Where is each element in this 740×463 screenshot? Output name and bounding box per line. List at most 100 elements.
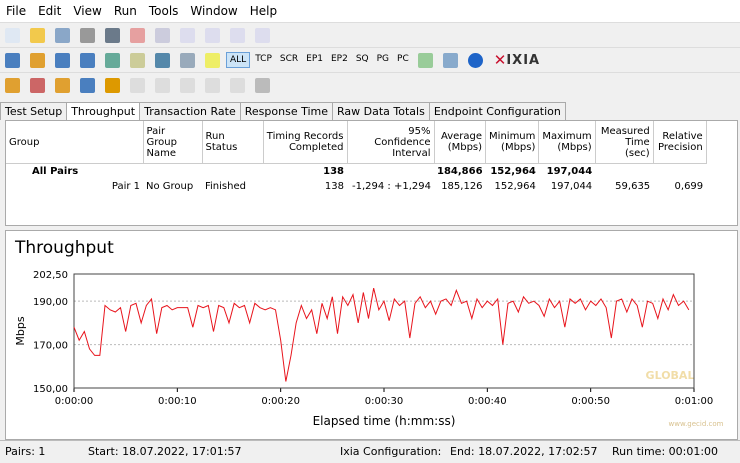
table-cell: 197,044 [546,166,593,177]
menu-item[interactable]: Window [190,4,238,18]
column-header[interactable]: Relative Precision [653,121,707,164]
menu-item[interactable]: Edit [38,4,62,18]
toolbar-1 [0,22,740,47]
icon-x[interactable] [180,52,195,68]
icon-q[interactable] [230,77,245,93]
menu-item[interactable]: Run [113,4,137,18]
icon-print[interactable] [80,27,95,43]
table-cell: 152,964 [494,181,536,192]
icon-e[interactable] [255,27,270,43]
icon-open[interactable] [30,27,45,43]
table-cell: 184,866 [437,166,483,177]
chart-title: Throughput [14,238,114,258]
column-header[interactable]: Minimum (Mbps) [485,121,540,164]
filter-button[interactable]: EP1 [306,54,323,64]
table-cell [202,164,263,180]
table-cell [653,164,706,180]
menu-item[interactable]: File [6,4,27,18]
icon-j[interactable] [55,77,70,93]
column-header[interactable]: Average (Mbps) [434,121,487,164]
icon-d[interactable] [230,27,245,43]
icon-new[interactable] [5,27,20,43]
icon-cfg[interactable] [155,52,170,68]
column-header[interactable]: Measured Time (sec) [595,121,654,164]
data-line [73,287,690,382]
column-header[interactable]: Pair Group Name [143,121,203,164]
filter-button[interactable]: SQ [355,54,369,64]
table-cell: Pair 1 [111,181,140,192]
filter-button[interactable]: EP2 [330,54,348,64]
menu-item[interactable]: Help [249,4,278,18]
icon-l[interactable] [105,77,120,93]
icon-a[interactable] [155,27,170,43]
status-field: Ixia Configuration: [340,445,442,458]
filter-button[interactable]: TCP [255,54,272,64]
icon-h[interactable] [5,77,20,93]
icon-stop[interactable] [130,27,145,43]
icon-net[interactable] [80,52,95,68]
table-cell [143,164,202,180]
table-cell [347,164,434,180]
icon-video[interactable] [105,52,120,68]
column-header[interactable]: Group [6,121,144,164]
filter-button[interactable]: PC [397,54,409,64]
table-cell: 185,126 [441,181,483,192]
table-cell: All Pairs [32,166,79,177]
icon-i[interactable] [30,77,45,93]
status-field: Start: 18.07.2022, 17:01:57 [88,445,242,458]
icon-o[interactable] [180,77,195,93]
tab[interactable]: Test Setup [0,102,68,120]
icon-m[interactable] [130,77,145,93]
icon-edit[interactable] [130,52,145,68]
icon-run[interactable] [105,27,120,43]
table-cell: 138 [323,166,344,177]
icon-group[interactable] [30,52,45,68]
table-row[interactable]: Pair 1 No Group Finished 138 -1,294 : +1,294… [6,179,706,194]
table-cell: Finished [205,181,246,192]
filter-group: ALL TCP SCR EP1 EP2 SQ PG PC [225,52,413,68]
table-row[interactable]: All Pairs 138 184,866 152,964 197,044 [6,164,706,180]
filter-button[interactable]: PG [376,54,390,64]
icon-p[interactable] [205,77,220,93]
x-tick-label: 0:00:20 [261,396,300,407]
column-header[interactable]: 95% Confidence Interval [347,121,435,164]
icon-k[interactable] [80,77,95,93]
filter-button[interactable]: ALL [226,52,251,68]
x-tick-label: 0:00:00 [55,396,94,407]
icon-b[interactable] [180,27,195,43]
column-header[interactable]: Maximum (Mbps) [538,121,596,164]
menu-bar: File Edit View Run Tools Window Help [0,0,740,22]
table-cell: 152,964 [490,166,536,177]
column-header[interactable]: Timing Records Completed [263,121,348,164]
x-tick-label: 0:00:30 [365,396,404,407]
icon-n[interactable] [155,77,170,93]
menu-item[interactable]: Tools [148,4,179,18]
menu-item[interactable]: View [73,4,102,18]
x-tick-label: 0:00:40 [468,396,507,407]
icon-save[interactable] [55,27,70,43]
icon-r[interactable] [255,77,270,93]
icon-pair[interactable] [5,52,20,68]
icon-f[interactable] [417,52,433,68]
icon-info[interactable] [467,52,483,68]
x-tick-label: 0:00:50 [571,396,610,407]
status-bar: Pairs: 1 Start: 18.07.2022, 17:01:57 Ixia … [0,440,740,463]
watermark: GLOBAL [646,369,695,382]
y-tick-label: 170,00 [33,341,68,352]
tab[interactable]: Endpoint Configuration [428,102,566,120]
y-tick-label: 202,50 [33,270,68,281]
x-tick-label: 0:00:10 [158,396,197,407]
tab[interactable]: Transaction Rate [139,102,241,120]
tab[interactable]: Throughput [66,102,141,121]
column-header[interactable]: Run Status [202,121,264,164]
icon-mcast[interactable] [55,52,70,68]
table-cell: 197,044 [550,181,593,192]
tab[interactable]: Raw Data Totals [332,102,430,120]
icon-c[interactable] [205,27,220,43]
tab[interactable]: Response Time [239,102,333,120]
filter-button[interactable]: SCR [279,54,299,64]
icon-note[interactable] [205,52,220,68]
icon-g[interactable] [442,52,458,68]
